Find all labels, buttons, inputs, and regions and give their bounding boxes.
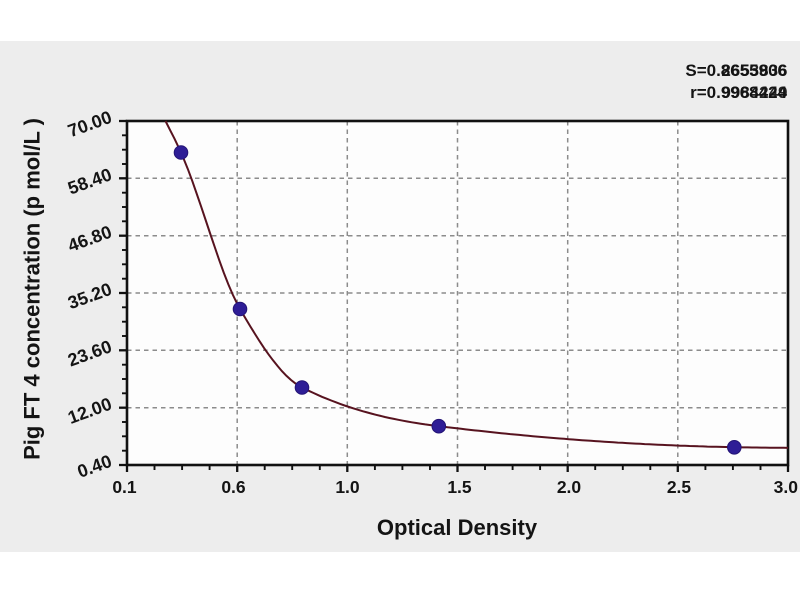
svg-text:S=0.8655906: S=0.8655906 <box>685 61 787 80</box>
svg-text:2.5: 2.5 <box>667 477 692 497</box>
svg-text:Pig FT 4 concentration (p mol/: Pig FT 4 concentration (p mol/L ) <box>20 118 45 460</box>
svg-text:0.1: 0.1 <box>112 477 137 497</box>
svg-text:1.5: 1.5 <box>447 477 472 497</box>
svg-text:2.0: 2.0 <box>557 477 582 497</box>
svg-text:9984249: 9984249 <box>721 83 787 102</box>
svg-text:Optical Density: Optical Density <box>377 515 538 540</box>
svg-text:2653836: 2653836 <box>721 61 787 80</box>
svg-text:r=0.9968424: r=0.9968424 <box>690 83 787 102</box>
svg-text:1.0: 1.0 <box>335 477 360 497</box>
svg-text:3.0: 3.0 <box>774 477 799 497</box>
svg-text:0.6: 0.6 <box>221 477 246 497</box>
